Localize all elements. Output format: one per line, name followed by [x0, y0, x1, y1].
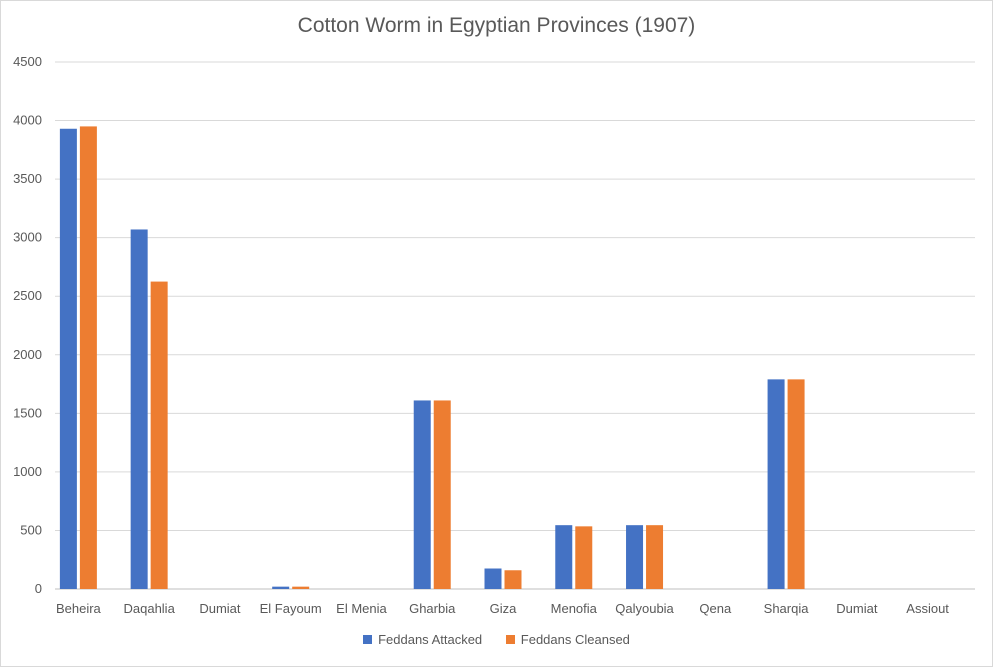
y-tick-label: 2000	[13, 347, 42, 362]
bar-cleansed	[575, 526, 593, 589]
y-tick-label: 2500	[13, 288, 42, 303]
chart-title: Cotton Worm in Egyptian Provinces (1907)	[297, 14, 696, 37]
y-tick-label: 4500	[13, 54, 42, 69]
x-tick-label: Qalyoubia	[615, 601, 674, 616]
bar-attacked	[413, 400, 431, 589]
legend-item-cleansed: Feddans Cleansed	[505, 632, 630, 647]
x-tick-label: Qena	[699, 601, 732, 616]
bar-attacked	[555, 525, 573, 589]
bar-attacked	[484, 568, 502, 589]
bar-attacked	[59, 128, 77, 589]
y-tick-label: 1000	[13, 464, 42, 479]
y-tick-label: 500	[20, 522, 42, 537]
bar-cleansed	[504, 570, 522, 589]
x-tick-label: Menofia	[551, 601, 598, 616]
x-tick-label: Beheira	[56, 601, 102, 616]
legend-swatch-attacked	[363, 635, 373, 644]
chart-legend: Feddans Attacked Feddans Cleansed	[0, 632, 993, 647]
bar-attacked	[130, 229, 148, 590]
x-tick-label: Dumiat	[199, 601, 241, 616]
legend-swatch-cleansed	[505, 635, 515, 644]
bar-cleansed	[787, 379, 805, 589]
y-tick-label: 1500	[13, 405, 42, 420]
bar-cleansed	[150, 281, 168, 589]
bar-attacked	[272, 586, 290, 589]
y-tick-label: 0	[35, 581, 42, 596]
bar-cleansed	[646, 525, 664, 589]
legend-label-attacked: Feddans Attacked	[378, 632, 483, 647]
x-tick-label: Daqahlia	[123, 601, 175, 616]
y-tick-label: 3500	[13, 171, 42, 186]
x-tick-label: El Fayoum	[260, 601, 322, 616]
legend-label-cleansed: Feddans Cleansed	[520, 632, 630, 647]
y-tick-label: 3000	[13, 230, 42, 245]
bar-cleansed	[79, 126, 97, 590]
x-tick-label: Assiout	[906, 601, 949, 616]
bar-attacked	[626, 525, 644, 589]
x-tick-label: Giza	[490, 601, 518, 616]
x-tick-label: Gharbia	[409, 601, 456, 616]
y-tick-label: 4000	[13, 113, 42, 128]
bar-cleansed	[433, 400, 451, 589]
bar-cleansed	[292, 586, 310, 589]
x-tick-label: Dumiat	[836, 601, 878, 616]
x-tick-label: Sharqia	[764, 601, 810, 616]
legend-item-attacked: Feddans Attacked	[363, 632, 482, 647]
x-tick-label: El Menia	[336, 601, 387, 616]
bar-attacked	[767, 379, 785, 589]
